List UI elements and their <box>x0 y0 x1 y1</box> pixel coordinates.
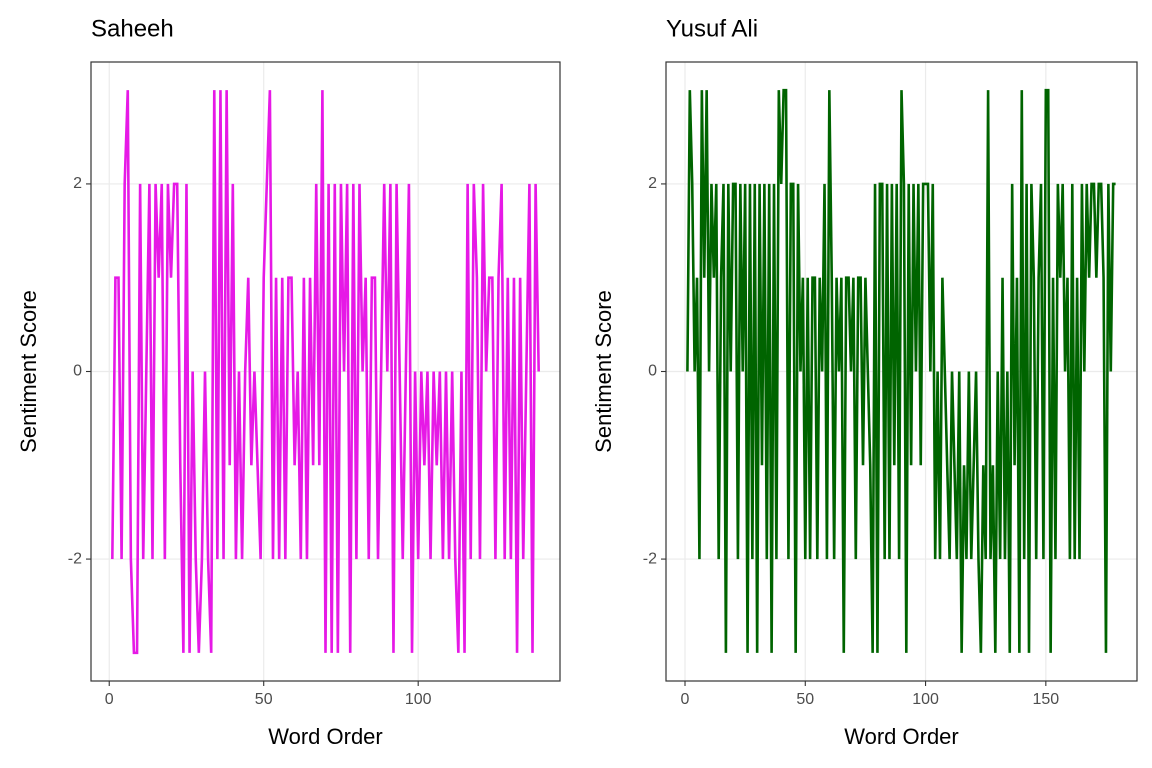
y-axis-label: Sentiment Score <box>16 290 41 453</box>
x-tick-label: 50 <box>796 691 814 708</box>
chart-title: Yusuf Ali <box>666 15 758 42</box>
y-axis-label: Sentiment Score <box>591 290 616 453</box>
y-tick-label: -2 <box>68 550 82 567</box>
x-tick-label: 0 <box>681 691 690 708</box>
y-tick-label: 2 <box>73 175 82 192</box>
x-tick-label: 150 <box>1032 691 1059 708</box>
y-tick-label: 0 <box>648 363 657 380</box>
y-tick-label: 0 <box>73 363 82 380</box>
x-axis-label: Word Order <box>844 724 959 749</box>
x-tick-label: 0 <box>105 691 114 708</box>
x-axis-label: Word Order <box>268 724 383 749</box>
panel-border <box>90 61 561 682</box>
x-tick-label: 100 <box>405 691 432 708</box>
chart-title: Saheeh <box>91 15 174 42</box>
panel-border <box>665 61 1138 682</box>
sentiment-line <box>686 88 1116 653</box>
x-tick-label: 100 <box>912 691 939 708</box>
y-tick-label: -2 <box>643 550 657 567</box>
x-tick-label: 50 <box>255 691 273 708</box>
y-tick-label: 2 <box>648 175 657 192</box>
